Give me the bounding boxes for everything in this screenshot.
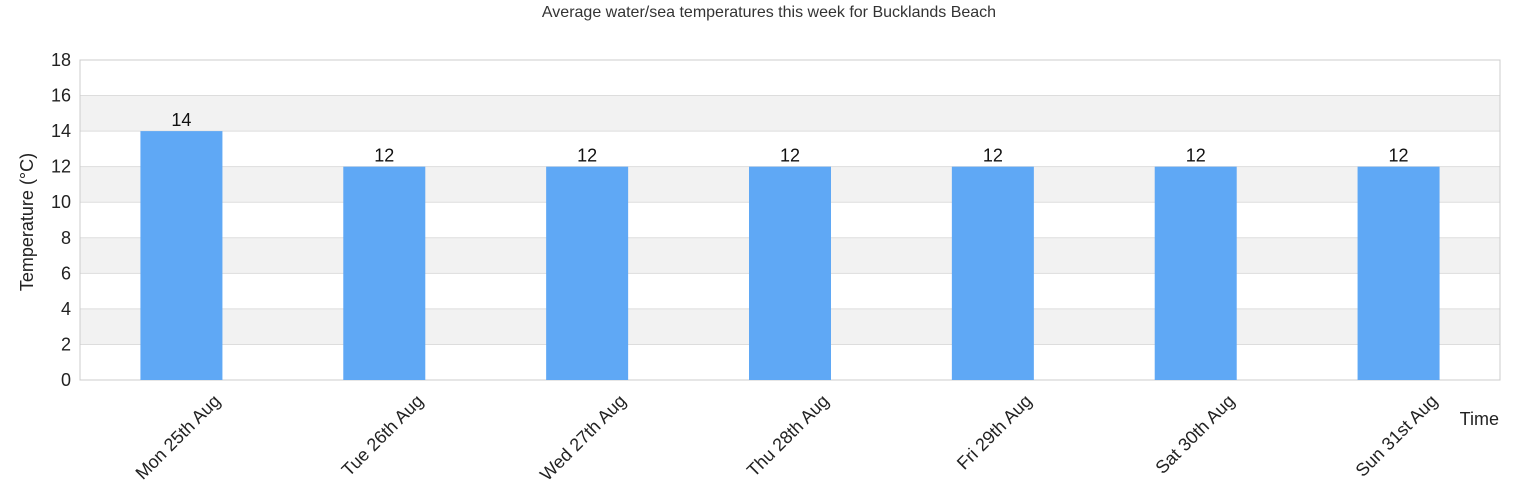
y-tick-label: 0	[61, 370, 71, 390]
bar	[1154, 166, 1237, 380]
data-label: 12	[780, 146, 800, 166]
bar	[749, 166, 831, 380]
y-tick-label: 4	[61, 299, 71, 319]
bar	[343, 166, 426, 380]
y-axis-label: Temperature (°C)	[17, 153, 37, 291]
x-tick-label: Sat 30th Aug	[1152, 391, 1239, 478]
data-label: 12	[374, 146, 394, 166]
grid-band	[80, 95, 1500, 132]
y-tick-label: 10	[51, 192, 71, 212]
data-label: 12	[577, 146, 597, 166]
y-axis-ticks: 0 2 4 6 8 10 12 14 16 18	[51, 50, 71, 390]
x-tick-label: Tue 26th Aug	[338, 391, 427, 480]
y-tick-label: 8	[61, 228, 71, 248]
y-tick-label: 18	[51, 50, 71, 70]
x-tick-label: Wed 27th Aug	[536, 391, 630, 485]
x-tick-label: Thu 28th Aug	[743, 391, 833, 481]
y-tick-label: 6	[61, 263, 71, 283]
y-tick-label: 14	[51, 121, 71, 141]
data-labels: 14 12 12 12 12 12 12	[171, 110, 1408, 166]
y-tick-label: 12	[51, 157, 71, 177]
data-label: 12	[1186, 146, 1206, 166]
y-tick-label: 16	[51, 86, 71, 106]
bar	[1357, 166, 1440, 380]
chart-title: Average water/sea temperatures this week…	[542, 4, 996, 21]
data-label: 12	[1389, 146, 1409, 166]
data-label: 14	[171, 110, 191, 130]
x-axis-ticks: Mon 25th Aug Tue 26th Aug Wed 27th Aug Thu …	[132, 391, 1442, 485]
x-tick-label: Sun 31st Aug	[1352, 391, 1442, 481]
bar	[546, 166, 629, 380]
bars	[140, 131, 1440, 380]
x-tick-label: Mon 25th Aug	[132, 391, 225, 484]
y-tick-label: 2	[61, 334, 71, 354]
bar	[951, 166, 1034, 380]
x-axis-label: Time	[1460, 409, 1499, 429]
data-label: 12	[983, 146, 1003, 166]
x-tick-label: Fri 29th Aug	[953, 391, 1036, 474]
bar	[140, 131, 223, 380]
